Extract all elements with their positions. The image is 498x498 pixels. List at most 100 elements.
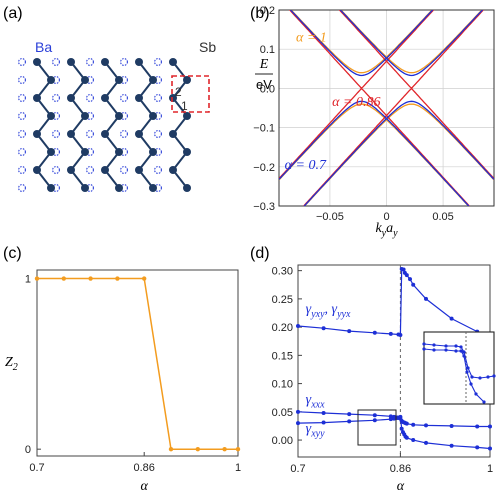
inset-point (432, 343, 436, 347)
sb-atom (115, 184, 123, 192)
ba-atom (154, 148, 162, 156)
gamma-point (411, 422, 416, 427)
gamma-point (321, 326, 326, 331)
zoom-region-box (357, 409, 397, 446)
x-axis-label: kyay (375, 221, 398, 239)
x-tick-label: 0 (383, 211, 389, 223)
x-tick-label: −0.05 (316, 211, 344, 223)
x-tick-label: 0.86 (133, 462, 154, 474)
gamma-point (372, 418, 377, 423)
sb-atom (149, 76, 157, 84)
ba-atom (120, 58, 128, 66)
gamma-label: γxyy (306, 422, 325, 440)
sb-atom (149, 184, 157, 192)
y-tick-label: 0.2 (260, 5, 275, 17)
inset-point (465, 370, 469, 374)
sb-atom (81, 184, 89, 192)
z2-point (34, 276, 40, 281)
sb-atom (33, 130, 41, 138)
ba-atom (120, 184, 128, 192)
band-line (339, 10, 484, 77)
ba-atom (52, 184, 60, 192)
y-tick-label: 0.30 (272, 266, 293, 278)
sb-atom (183, 112, 191, 120)
ba-atom (52, 112, 60, 120)
y-tick-label: 0.1 (260, 44, 275, 56)
gamma-point (488, 446, 492, 451)
sb-atom (47, 148, 55, 156)
axes-frame (278, 9, 495, 207)
z2-point (235, 446, 241, 452)
ba-atom (120, 112, 128, 120)
x-tick-label: 0.05 (432, 211, 453, 223)
y-tick-label: 0.10 (272, 379, 293, 391)
ba-atom (86, 112, 94, 120)
inset-frame (423, 331, 495, 405)
z2-point (61, 276, 66, 281)
ba-atom (18, 94, 26, 102)
ba-atom (120, 76, 128, 84)
sb-atom (47, 76, 55, 84)
ba-atom (154, 166, 162, 174)
panel-d-label: (d) (250, 245, 270, 262)
sb-atom (183, 184, 191, 192)
sb-atom (101, 130, 109, 138)
inset-point (454, 349, 458, 353)
sb-atom (115, 148, 123, 156)
ba-atom (154, 130, 162, 138)
gamma-point (424, 440, 428, 445)
sb-atom (169, 58, 177, 66)
sb-atom (169, 94, 177, 102)
y-tick-label: 1 (25, 274, 31, 286)
y-tick-label: −0.2 (253, 162, 275, 174)
z2-point (195, 446, 200, 452)
ba-atom (154, 112, 162, 120)
x-tick-label: 1 (235, 462, 241, 474)
gamma-point (321, 410, 326, 415)
z2-point (168, 446, 174, 452)
sb-atom (33, 58, 41, 66)
ba-atom (86, 130, 94, 138)
gamma-point (401, 267, 406, 272)
y-tick-label: 0.15 (272, 350, 293, 362)
sb-atom (33, 94, 41, 102)
ba-atom (120, 94, 128, 102)
ba-atom (18, 58, 26, 66)
y-tick-label: 0 (25, 444, 31, 456)
gamma-point (424, 296, 428, 301)
sb-atom (67, 130, 75, 138)
sb-atom (47, 184, 55, 192)
gamma-point (404, 435, 409, 440)
z2-point (88, 276, 93, 281)
sb-atom (47, 112, 55, 120)
gamma-point (347, 412, 352, 417)
ba-atom (18, 130, 26, 138)
ba-atom (86, 166, 94, 174)
gamma-point (488, 424, 492, 429)
ba-label: Ba (35, 39, 52, 55)
ba-atom (120, 130, 128, 138)
ba-atom (120, 148, 128, 156)
x-tick-label: 1 (487, 463, 493, 475)
gamma-point (449, 443, 454, 448)
band-line (303, 100, 494, 206)
gamma-point (296, 421, 300, 426)
sb-atom (67, 94, 75, 102)
gamma-point (404, 421, 409, 426)
sb-atom (115, 112, 123, 120)
inset-point (474, 392, 478, 396)
ba-atom (86, 148, 94, 156)
sb-atom (81, 112, 89, 120)
gamma-point (411, 438, 416, 443)
sb-atom (67, 166, 75, 174)
ba-atom (154, 58, 162, 66)
inset-point (466, 366, 470, 370)
z2-plot: 0.7 0.86 1 0 1 Z2 α (5, 269, 241, 494)
site-1-label: 1 (181, 99, 188, 113)
inset-point (462, 354, 466, 358)
ba-atom (86, 76, 94, 84)
ba-atom (52, 76, 60, 84)
x-tick-label: 0.7 (29, 462, 44, 474)
gamma-point (347, 419, 352, 424)
